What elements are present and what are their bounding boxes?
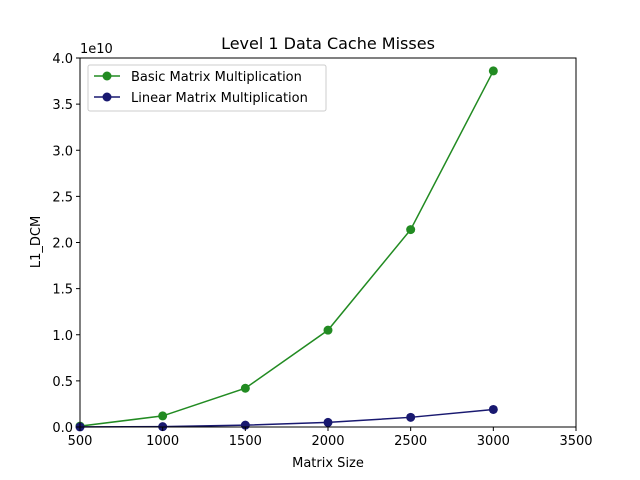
data-point (323, 325, 333, 335)
x-tick-label: 500 (68, 434, 93, 449)
x-tick-label: 3000 (477, 434, 510, 449)
y-tick-label: 2.0 (52, 237, 73, 252)
legend-marker (102, 92, 112, 102)
series-line (79, 70, 494, 427)
y-tick-label: 1.0 (52, 329, 73, 344)
y-tick-label: 0.5 (52, 375, 73, 390)
x-axis: 500 1000 1500 2000 2500 3000 3500 (68, 427, 593, 449)
series-layer (75, 66, 498, 432)
x-tick-label: 2000 (311, 434, 344, 449)
x-tick-label: 1500 (229, 434, 262, 449)
y-tick-label: 4.0 (52, 52, 73, 67)
y-tick-label: 3.5 (52, 98, 73, 113)
y-tick-label: 3.0 (52, 144, 73, 159)
x-axis-label: Matrix Size (292, 456, 364, 471)
legend: Basic Matrix Multiplication Linear Matrix… (87, 64, 327, 112)
legend-label: Basic Matrix Multiplication (131, 70, 302, 85)
chart-title: Level 1 Data Cache Misses (221, 34, 435, 53)
x-tick-label: 3500 (559, 434, 592, 449)
legend-box (87, 64, 327, 112)
plot-frame (79, 57, 577, 428)
x-tick-label: 1000 (146, 434, 179, 449)
legend-marker (102, 71, 112, 81)
y-axis-label: L1_DCM (29, 216, 44, 268)
legend-label: Linear Matrix Multiplication (131, 91, 308, 106)
data-point (323, 417, 333, 427)
y-tick-label: 2.5 (52, 190, 73, 205)
data-point (406, 412, 416, 422)
x-tick-label: 2500 (394, 434, 427, 449)
y-tick-label: 1.5 (52, 283, 73, 298)
y-tick-label: 0.0 (52, 421, 73, 436)
data-point (406, 225, 416, 235)
data-point (488, 404, 498, 414)
data-point (158, 411, 168, 421)
data-point (240, 383, 250, 393)
data-point (488, 66, 498, 76)
y-axis: 0.0 0.5 1.0 1.5 2.0 2.5 3.0 3.5 4.0 (52, 52, 80, 436)
y-offset-label: 1e10 (80, 42, 113, 57)
